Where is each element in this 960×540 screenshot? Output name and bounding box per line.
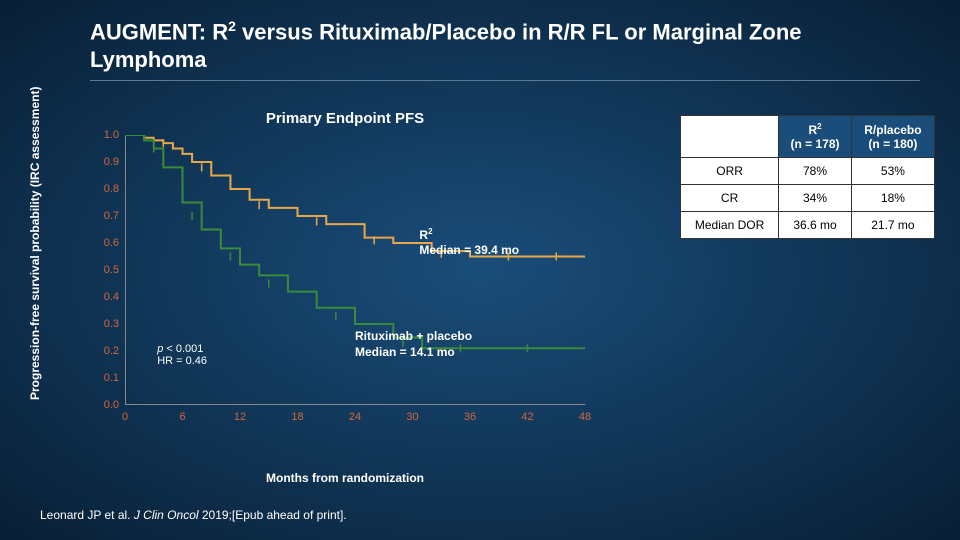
- x-tick: 42: [521, 411, 533, 423]
- citation: Leonard JP et al. J Clin Oncol 2019;[Epu…: [40, 508, 347, 522]
- table-row: Median DOR 36.6 mo 21.7 mo: [681, 212, 935, 239]
- x-axis-label: Months from randomization: [266, 471, 424, 485]
- row-c2: 21.7 mo: [851, 212, 934, 239]
- x-tick: 18: [291, 411, 303, 423]
- y-axis-label: Progression-free survival probability (I…: [28, 150, 42, 400]
- results-table: R2 (n = 178) R/placebo (n = 180) ORR 78%…: [680, 115, 935, 239]
- title-sup: 2: [228, 18, 236, 34]
- y-tick: 0.5: [104, 264, 119, 276]
- table-header-r2: R2 (n = 178): [779, 116, 852, 158]
- km-chart: Primary Endpoint PFS Progression-free su…: [95, 110, 595, 440]
- title-text-1: AUGMENT: R: [90, 19, 228, 44]
- y-tick: 0.7: [104, 210, 119, 222]
- y-tick: 0.9: [104, 156, 119, 168]
- row-c1: 34%: [779, 185, 852, 212]
- y-tick: 0.8: [104, 183, 119, 195]
- row-c1: 78%: [779, 158, 852, 185]
- table-row: CR 34% 18%: [681, 185, 935, 212]
- row-c1: 36.6 mo: [779, 212, 852, 239]
- y-tick: 0.0: [104, 399, 119, 411]
- row-c2: 53%: [851, 158, 934, 185]
- y-tick: 0.2: [104, 345, 119, 357]
- y-tick: 0.1: [104, 372, 119, 384]
- table-header-blank: [681, 116, 779, 158]
- slide-title: AUGMENT: R2 versus Rituximab/Placebo in …: [90, 18, 920, 73]
- x-tick: 36: [464, 411, 476, 423]
- x-tick: 12: [234, 411, 246, 423]
- plot-area: 0.0 0.1 0.2 0.3 0.4 0.5 0.6 0.7 0.8 0.9 …: [125, 135, 585, 405]
- x-tick: 48: [579, 411, 591, 423]
- table-row: ORR 78% 53%: [681, 158, 935, 185]
- y-tick: 0.3: [104, 318, 119, 330]
- row-label: Median DOR: [681, 212, 779, 239]
- table-header-placebo: R/placebo (n = 180): [851, 116, 934, 158]
- x-tick: 30: [406, 411, 418, 423]
- row-c2: 18%: [851, 185, 934, 212]
- chart-title: Primary Endpoint PFS: [266, 110, 424, 127]
- x-tick: 24: [349, 411, 361, 423]
- table-header-row: R2 (n = 178) R/placebo (n = 180): [681, 116, 935, 158]
- row-label: ORR: [681, 158, 779, 185]
- y-tick: 0.6: [104, 237, 119, 249]
- x-tick: 6: [179, 411, 185, 423]
- x-tick: 0: [122, 411, 128, 423]
- y-tick: 0.4: [104, 291, 119, 303]
- row-label: CR: [681, 185, 779, 212]
- title-divider: [90, 80, 920, 81]
- y-tick: 1.0: [104, 129, 119, 141]
- stats-box: p < 0.001 HR = 0.46: [157, 343, 207, 367]
- placebo-curve-label: Rituximab + placebo Median = 14.1 mo: [355, 329, 472, 360]
- r2-curve-label: R2 Median = 39.4 mo: [419, 227, 519, 259]
